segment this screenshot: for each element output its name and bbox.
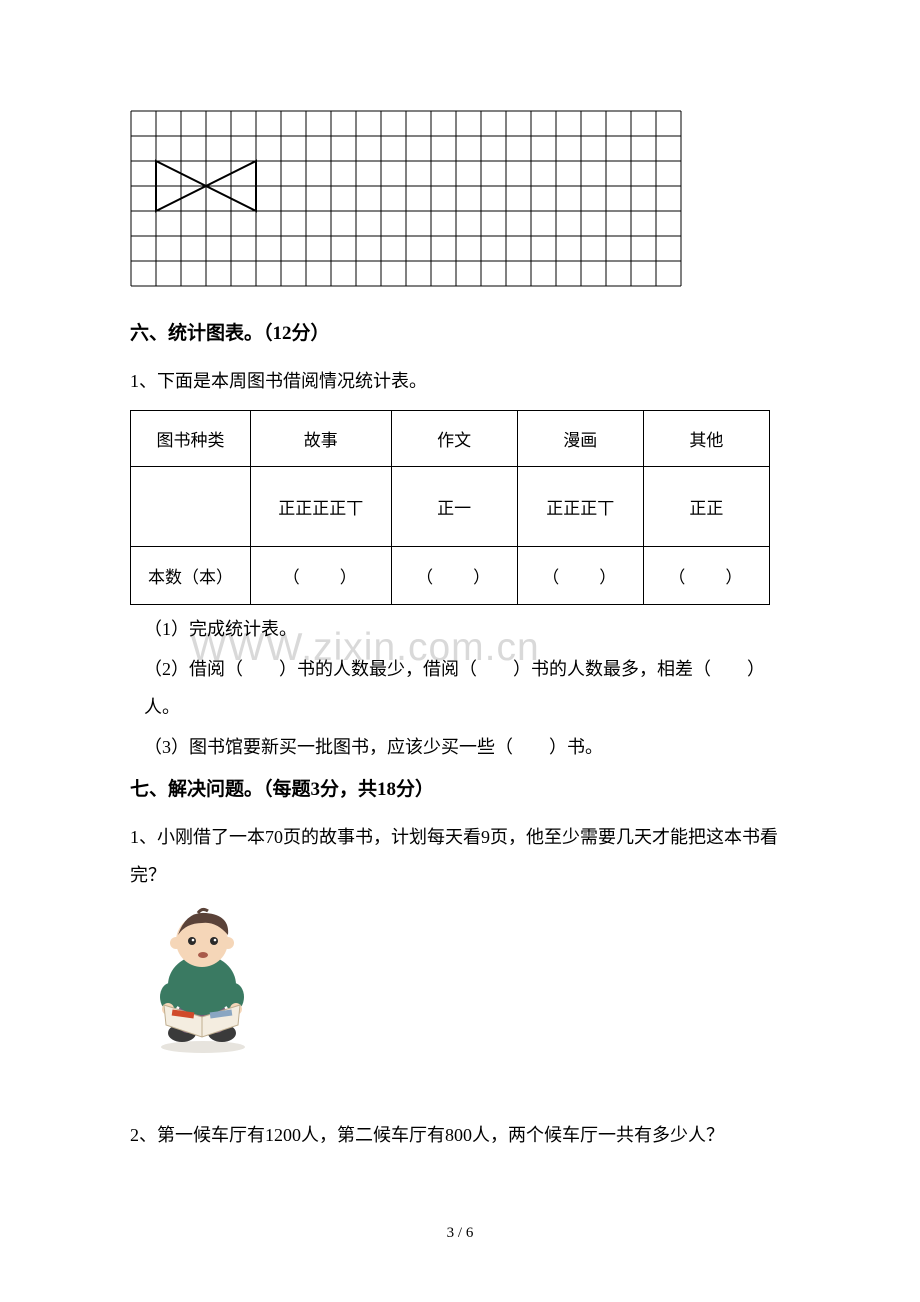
table-cell: 正正	[643, 467, 769, 547]
table-header-cell: 漫画	[517, 411, 643, 467]
table-blank-cell: （ ）	[251, 547, 392, 605]
section6-sub3: （3）图书馆要新买一批图书，应该少买一些（ ）书。	[130, 729, 790, 767]
table-header-cell: 故事	[251, 411, 392, 467]
section7-heading: 七、解决问题。（每题3分，共18分）	[130, 776, 790, 805]
table-row: 本数（本） （ ） （ ） （ ） （ ）	[131, 547, 770, 605]
section6-sub1: （1）完成统计表。	[130, 611, 790, 649]
section7-q2: 2、第一候车厅有1200人，第二候车厅有800人，两个候车厅一共有多少人？	[130, 1117, 790, 1155]
table-blank-cell: （ ）	[391, 547, 517, 605]
section6-sub2: （2）借阅（ ）书的人数最少，借阅（ ）书的人数最多，相差（ ）人。	[130, 651, 790, 727]
table-cell: 正一	[391, 467, 517, 547]
table-blank-cell: （ ）	[517, 547, 643, 605]
section7-q1: 1、小刚借了一本70页的故事书，计划每天看9页，他至少需要几天才能把这本书看完？	[130, 819, 790, 895]
page-number: 3 / 6	[0, 1225, 920, 1242]
stat-table: 图书种类 故事 作文 漫画 其他 正正正正丅 正一 正正正丅 正正 本数（本） …	[130, 410, 770, 605]
table-cell: 正正正丅	[517, 467, 643, 547]
table-header-cell: 图书种类	[131, 411, 251, 467]
table-row: 图书种类 故事 作文 漫画 其他	[131, 411, 770, 467]
table-cell: 本数（本）	[131, 547, 251, 605]
section6-heading: 六、统计图表。（12分）	[130, 320, 790, 349]
table-row: 正正正正丅 正一 正正正丅 正正	[131, 467, 770, 547]
table-cell	[131, 467, 251, 547]
grid-figure	[130, 110, 690, 292]
reading-boy-illustration	[138, 905, 268, 1055]
boy-reading-icon	[138, 905, 268, 1055]
table-cell: 正正正正丅	[251, 467, 392, 547]
table-blank-cell: （ ）	[643, 547, 769, 605]
table-header-cell: 作文	[391, 411, 517, 467]
section6-q1-intro: 1、下面是本周图书借阅情况统计表。	[130, 363, 790, 401]
grid-svg	[130, 110, 682, 287]
table-header-cell: 其他	[643, 411, 769, 467]
